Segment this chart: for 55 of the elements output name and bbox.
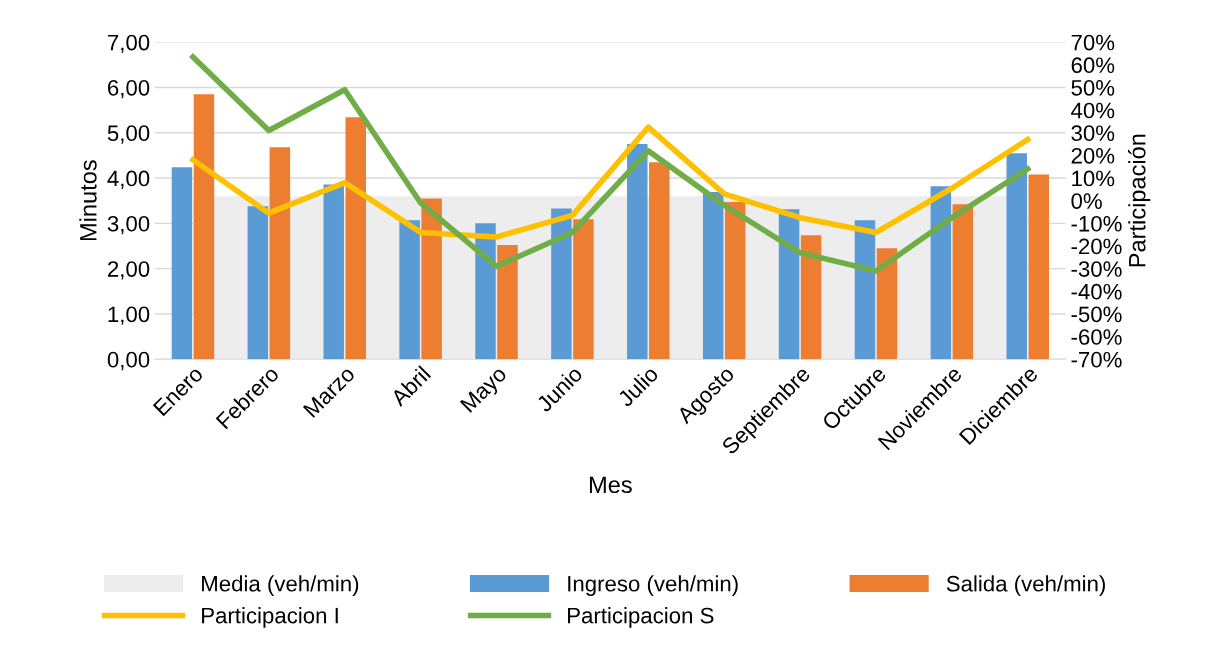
bar: [800, 235, 822, 360]
legend-label: Ingreso (veh/min): [568, 575, 738, 596]
y-tick-label: 2,00: [108, 261, 150, 280]
y2-tick-label: -60%: [1071, 329, 1122, 345]
bar: [778, 209, 800, 360]
y2-tick-label: 70%: [1071, 34, 1115, 51]
y2-tick-label: 10%: [1072, 170, 1115, 187]
bar: [876, 248, 898, 360]
bar: [323, 184, 344, 360]
bar: [551, 208, 572, 360]
x-tick-label: Julio: [616, 364, 660, 408]
y-tick-label: 7,00: [108, 34, 150, 54]
bar: [497, 245, 518, 360]
bar: [702, 192, 724, 360]
y2-tick-label: -40%: [1071, 283, 1122, 300]
legend-label: Salida (veh/min): [946, 575, 1105, 596]
bar: [854, 220, 876, 360]
y2-tick-label: 50%: [1071, 79, 1115, 96]
y2-tick-label: -70%: [1071, 351, 1122, 368]
y2-tick-label: -30%: [1071, 261, 1122, 277]
bar: [421, 198, 442, 360]
y2-tick-label: -20%: [1071, 238, 1122, 255]
bar: [399, 220, 420, 360]
y2-tick-label: 20%: [1071, 147, 1115, 164]
y2-tick-label: 0%: [1071, 193, 1102, 209]
y-tick-label: 5,00: [107, 125, 150, 144]
bar: [573, 219, 594, 360]
y2-tick-label: 30%: [1071, 125, 1115, 142]
bar: [193, 94, 215, 360]
bar: [627, 144, 648, 360]
legend-label: Participacion I: [202, 607, 338, 628]
legend-label: Media (veh/min): [202, 575, 359, 596]
bar: [1006, 153, 1027, 360]
y-tick-label: 0,00: [107, 351, 150, 371]
y2-tick-label: 40%: [1071, 102, 1115, 119]
bar: [345, 117, 366, 360]
bar: [247, 206, 269, 360]
y-tick-label: 1,00: [108, 306, 150, 325]
bar: [724, 202, 746, 360]
bar: [171, 167, 193, 360]
bar: [269, 147, 291, 360]
y-tick-label: 6,00: [108, 79, 150, 99]
bar: [930, 186, 952, 360]
bar: [1028, 174, 1049, 360]
y2-tick-label: -50%: [1071, 306, 1122, 323]
bar: [649, 162, 670, 360]
x-axis-title: Mes: [589, 476, 632, 494]
y2-tick-label: 60%: [1071, 57, 1115, 74]
bar: [952, 204, 974, 360]
y2-axis-title: Participación: [1127, 134, 1151, 267]
y2-tick-label: -10%: [1071, 215, 1122, 232]
y-tick-label: 3,00: [107, 215, 150, 235]
y-axis-title: Minutos: [79, 160, 97, 241]
legend-label: Participacion S: [568, 607, 714, 628]
y-tick-label: 4,00: [107, 170, 150, 189]
